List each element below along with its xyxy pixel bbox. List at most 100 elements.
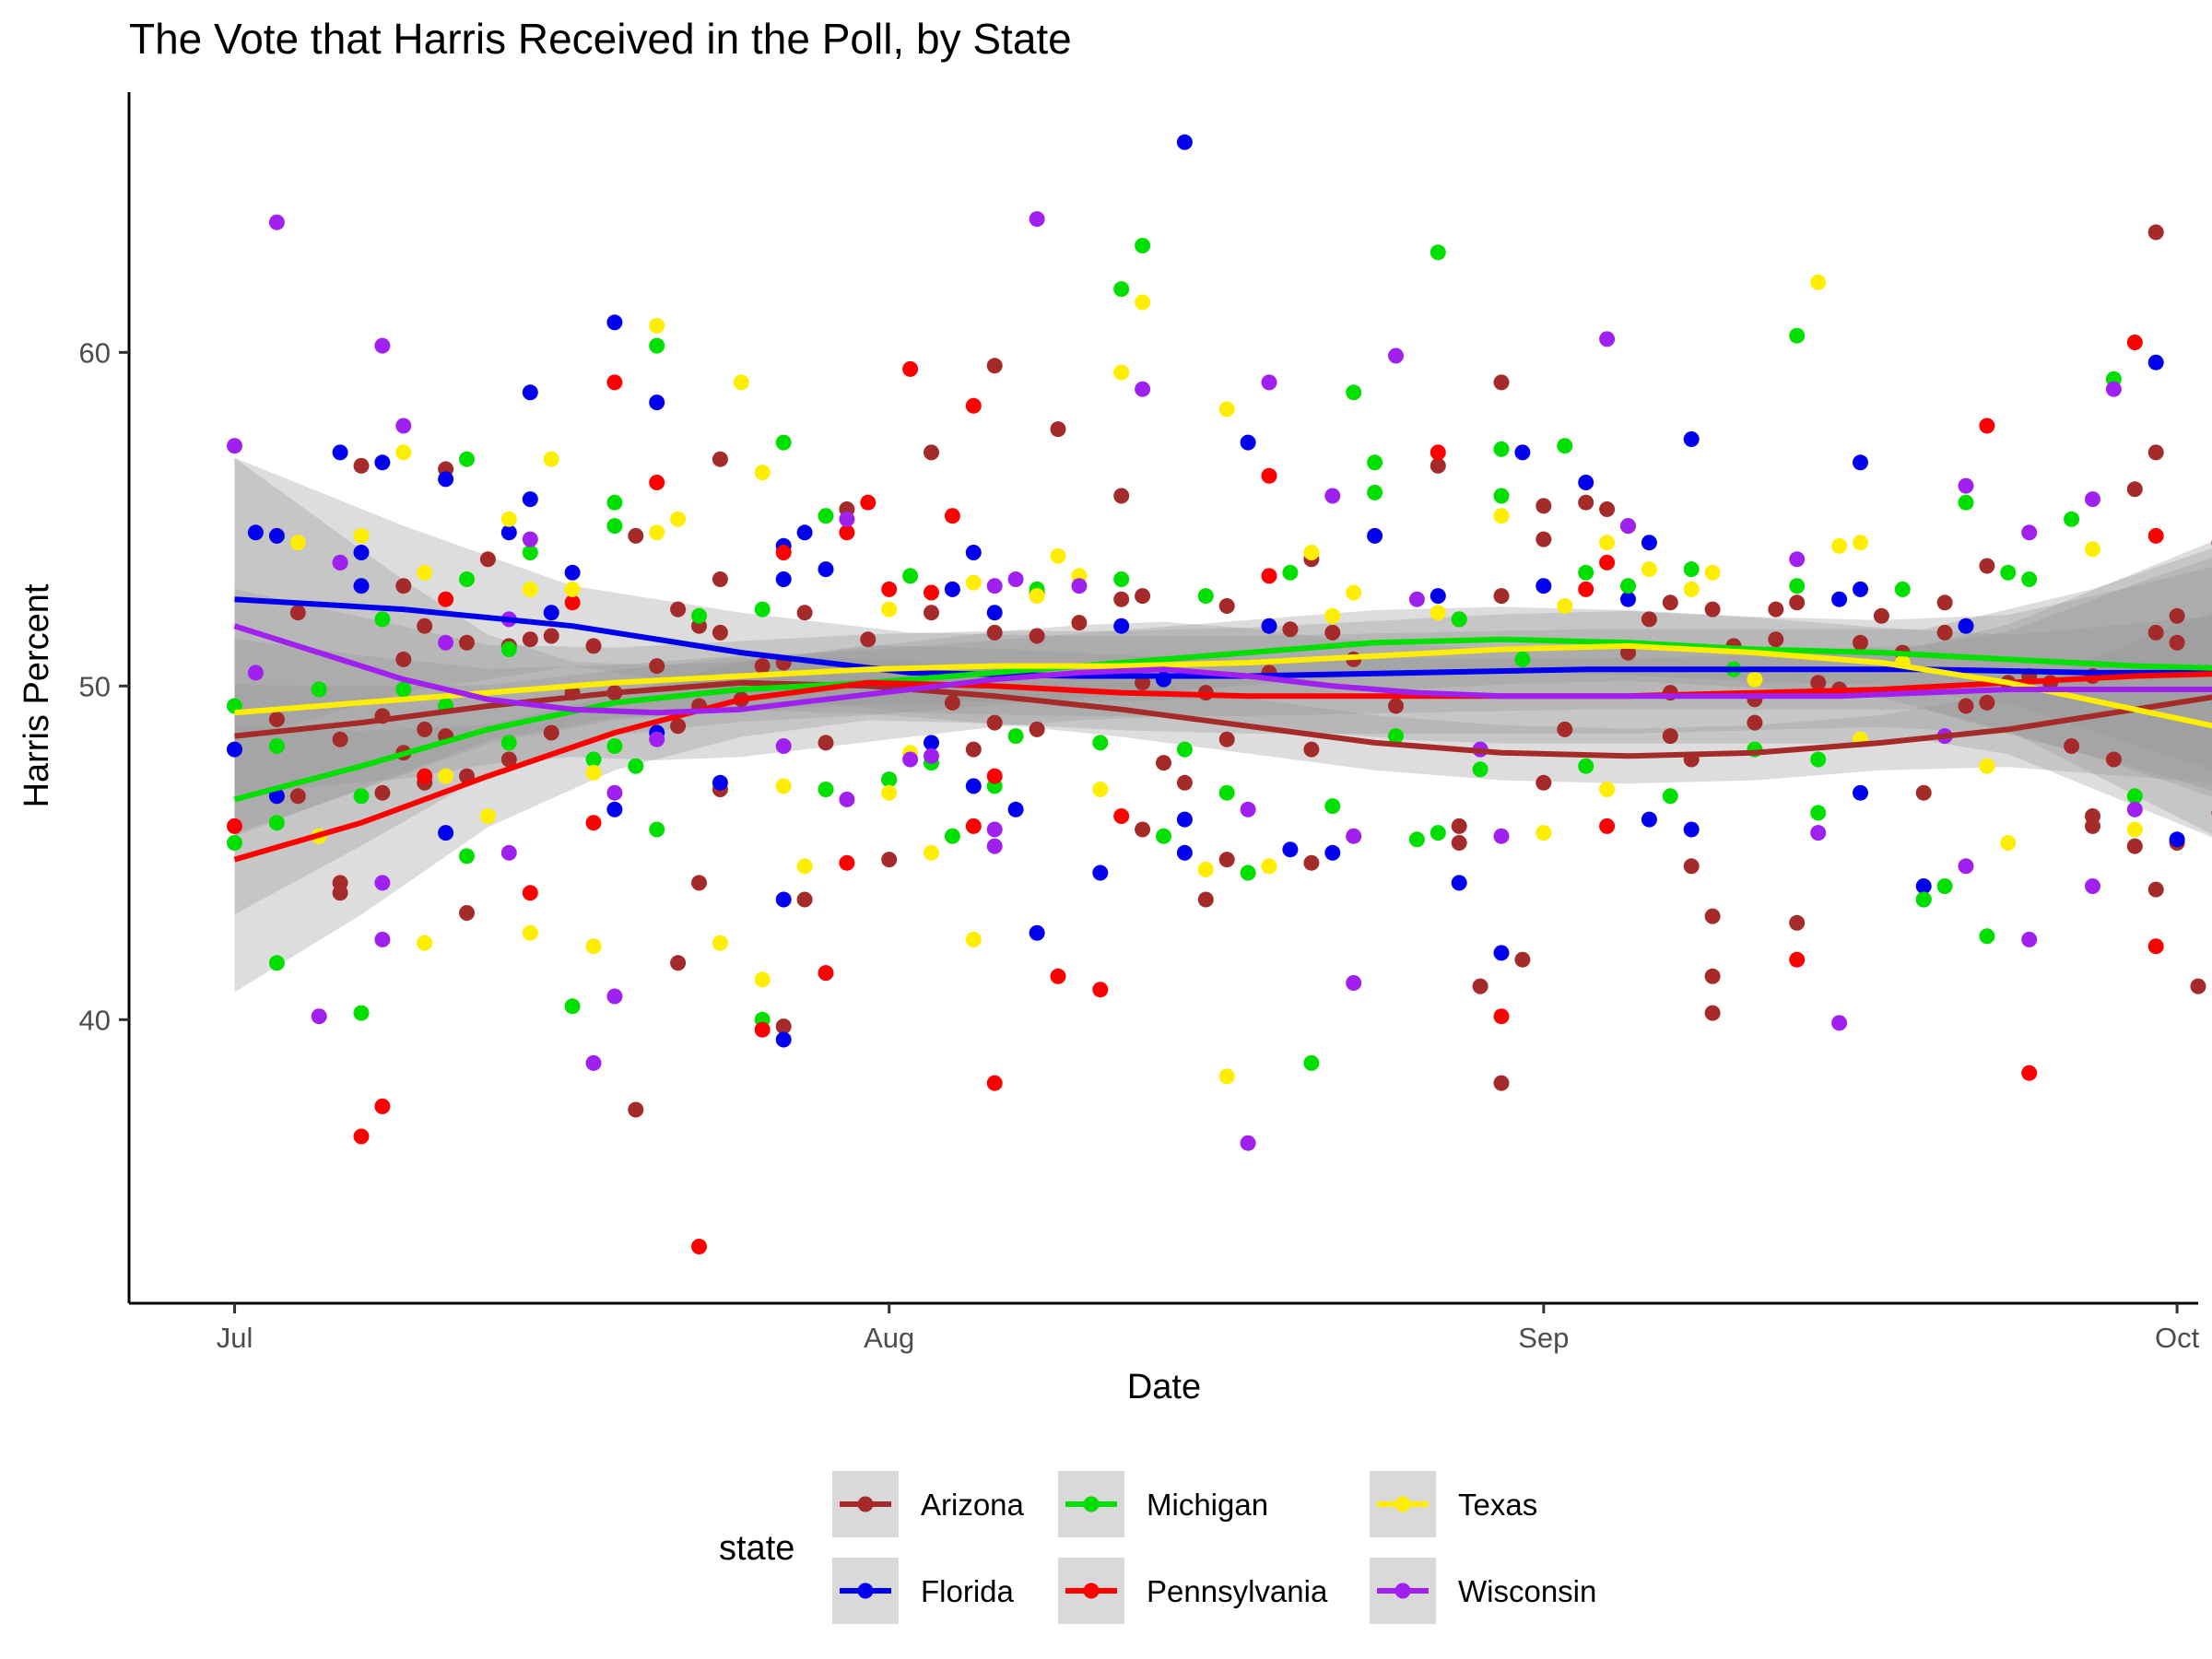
data-point-arizona <box>775 1018 792 1035</box>
legend-key-pennsylvania <box>1058 1558 1124 1624</box>
data-point-florida <box>1493 945 1510 961</box>
data-point-texas <box>775 778 792 794</box>
data-point-michigan <box>1113 571 1130 587</box>
data-point-pennsylvania <box>417 768 433 784</box>
data-point-florida <box>775 891 792 908</box>
data-point-arizona <box>1535 498 1552 514</box>
data-point-florida <box>1620 591 1636 607</box>
data-point-florida <box>522 384 538 401</box>
data-point-texas <box>1853 535 1868 551</box>
data-point-florida <box>944 581 960 597</box>
data-point-florida <box>1451 875 1467 891</box>
data-point-texas <box>522 924 538 941</box>
data-point-pennsylvania <box>839 854 855 871</box>
data-point-arizona <box>712 624 728 641</box>
data-point-pennsylvania <box>775 545 792 560</box>
data-point-michigan <box>1303 1054 1320 1071</box>
legend-label-texas: Texas <box>1458 1488 1537 1522</box>
data-point-florida <box>500 524 517 541</box>
data-point-wisconsin <box>1240 1135 1256 1151</box>
data-point-arizona <box>1704 1005 1721 1021</box>
data-point-pennsylvania <box>522 885 538 901</box>
data-point-texas <box>733 374 749 391</box>
data-point-arizona <box>1979 558 1995 574</box>
data-point-wisconsin <box>1135 381 1151 397</box>
confidence-band-michigan <box>234 567 2212 915</box>
data-point-arizona <box>2190 978 2206 994</box>
data-point-arizona <box>1303 854 1320 871</box>
data-point-arizona <box>1156 755 1171 771</box>
data-point-florida <box>543 605 559 621</box>
data-point-arizona <box>924 444 939 461</box>
data-point-pennsylvania <box>1599 554 1616 571</box>
data-point-arizona <box>670 718 687 735</box>
data-point-arizona <box>2064 738 2080 754</box>
data-point-michigan <box>754 601 771 618</box>
data-point-florida <box>1683 431 1700 447</box>
data-point-florida <box>1853 784 1868 801</box>
data-point-arizona <box>1029 721 1045 737</box>
data-point-wisconsin <box>2126 801 2143 818</box>
data-point-florida <box>1430 588 1446 605</box>
trend-lines <box>233 596 2212 863</box>
data-point-arizona <box>1303 741 1320 758</box>
data-point-pennsylvania <box>965 818 982 834</box>
data-point-pennsylvania <box>691 1239 707 1254</box>
data-point-wisconsin <box>374 875 391 891</box>
data-point-michigan <box>353 1005 370 1021</box>
data-point-arizona <box>1768 601 1784 618</box>
data-point-texas <box>1261 858 1277 875</box>
data-point-pennsylvania <box>649 475 665 490</box>
data-point-michigan <box>1430 825 1446 841</box>
data-point-pennsylvania <box>881 581 898 597</box>
data-point-texas <box>585 764 602 781</box>
data-point-michigan <box>585 751 602 768</box>
data-point-arizona <box>417 618 433 634</box>
data-point-arizona <box>500 751 517 768</box>
data-point-arizona <box>1853 634 1868 651</box>
data-point-arizona <box>1514 951 1531 968</box>
data-point-michigan <box>1135 238 1151 253</box>
data-point-arizona <box>395 651 412 667</box>
data-point-arizona <box>1789 914 1806 931</box>
data-points <box>227 134 2212 1254</box>
data-point-texas <box>353 527 370 544</box>
data-point-pennsylvania <box>860 494 877 511</box>
data-point-arizona <box>2147 224 2164 241</box>
data-point-pennsylvania <box>2021 1065 2038 1081</box>
data-point-pennsylvania <box>944 508 960 524</box>
data-point-florida <box>775 571 792 587</box>
data-point-florida <box>374 454 391 471</box>
data-point-wisconsin <box>522 531 538 547</box>
legend-key-michigan <box>1058 1471 1124 1537</box>
data-point-michigan <box>1810 805 1827 821</box>
data-point-florida <box>438 471 454 488</box>
data-point-florida <box>1007 801 1024 818</box>
data-point-arizona <box>1029 628 1045 644</box>
data-point-florida <box>247 524 264 541</box>
data-point-michigan <box>1578 564 1594 581</box>
data-point-michigan <box>1915 891 1932 908</box>
data-point-florida <box>268 788 285 805</box>
data-point-arizona <box>1704 601 1721 618</box>
data-point-michigan <box>1620 578 1636 594</box>
data-point-michigan <box>606 494 623 511</box>
data-point-texas <box>1493 508 1510 524</box>
legend-key-texas <box>1370 1471 1436 1537</box>
data-point-michigan <box>1282 564 1299 581</box>
data-point-texas <box>289 535 306 551</box>
data-point-arizona <box>1915 784 1932 801</box>
data-point-arizona <box>1768 631 1784 648</box>
trend-line-wisconsin <box>233 623 2212 716</box>
data-point-wisconsin <box>1388 347 1404 364</box>
data-point-michigan <box>1324 798 1341 815</box>
data-point-arizona <box>1535 774 1552 791</box>
y-tick-label: 60 <box>79 336 111 369</box>
data-point-florida <box>1282 841 1299 858</box>
data-point-michigan <box>1218 784 1235 801</box>
x-tick-label: Oct <box>2155 1322 2200 1354</box>
data-point-florida <box>1683 821 1700 838</box>
data-point-wisconsin <box>1958 858 1974 875</box>
data-point-arizona <box>944 694 960 711</box>
data-point-michigan <box>1493 488 1510 504</box>
